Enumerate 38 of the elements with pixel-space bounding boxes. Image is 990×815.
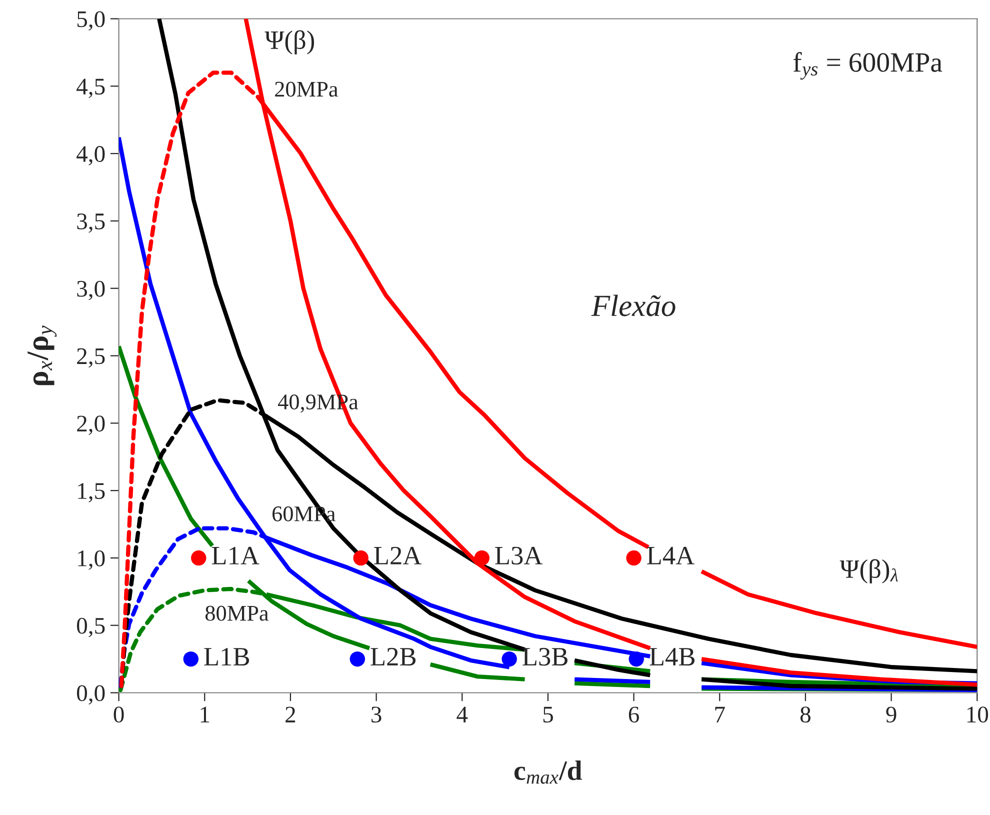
annotation: L2A xyxy=(374,546,422,564)
x-tick-label: 10 xyxy=(967,706,988,723)
annotation: L4A xyxy=(647,546,694,564)
y-tick-label: 1,0 xyxy=(78,550,105,570)
annotation: Ψ(β)$_{λ}$ xyxy=(840,559,898,584)
x-tick-label: 5 xyxy=(543,706,553,723)
annotation: L2B xyxy=(370,648,416,666)
y-tick-label: 0,0 xyxy=(76,685,105,705)
x-tick-label: 7 xyxy=(715,706,725,722)
y-axis-title: ρ$_{x}$/ρ$_{y}$ xyxy=(28,326,57,386)
y-tick-label: 2,5 xyxy=(77,348,105,368)
annotation: Flexão xyxy=(591,294,676,316)
annotation: L3A xyxy=(495,546,543,565)
y-tick-label: 3,5 xyxy=(77,214,105,233)
x-tick-label: 1 xyxy=(200,706,210,722)
y-tick-label: 0,5 xyxy=(76,618,105,638)
annotation: L1A xyxy=(212,546,260,564)
x-tick-label: 4 xyxy=(456,706,468,722)
y-tick-label: 4,5 xyxy=(76,78,105,98)
x-tick-label: 8 xyxy=(800,706,810,723)
y-tick-label: 2,0 xyxy=(77,416,105,435)
x-tick-label: 3 xyxy=(372,706,382,723)
annotation: Ψ(β) xyxy=(264,30,314,54)
annotation: L1B xyxy=(204,648,250,666)
y-tick-label: 3,0 xyxy=(77,280,105,300)
y-tick-label: 1,5 xyxy=(78,483,105,502)
x-tick-label: 0 xyxy=(114,706,124,723)
annotation: 20MPa xyxy=(275,82,338,97)
annotation: 80MPa xyxy=(205,606,269,621)
y-tick-label: 5,0 xyxy=(77,11,105,31)
x-tick-label: 6 xyxy=(628,706,639,723)
annotation: L4B xyxy=(650,648,694,666)
x-tick-label: 9 xyxy=(886,706,896,723)
annotation: L3B xyxy=(522,648,568,666)
y-tick-label: 4,0 xyxy=(76,146,105,166)
annotation: f$_{ys}$ = 600MPa xyxy=(793,52,942,80)
x-axis-title: c$_{max}$/d xyxy=(514,760,582,784)
x-tick-label: 2 xyxy=(286,706,296,722)
